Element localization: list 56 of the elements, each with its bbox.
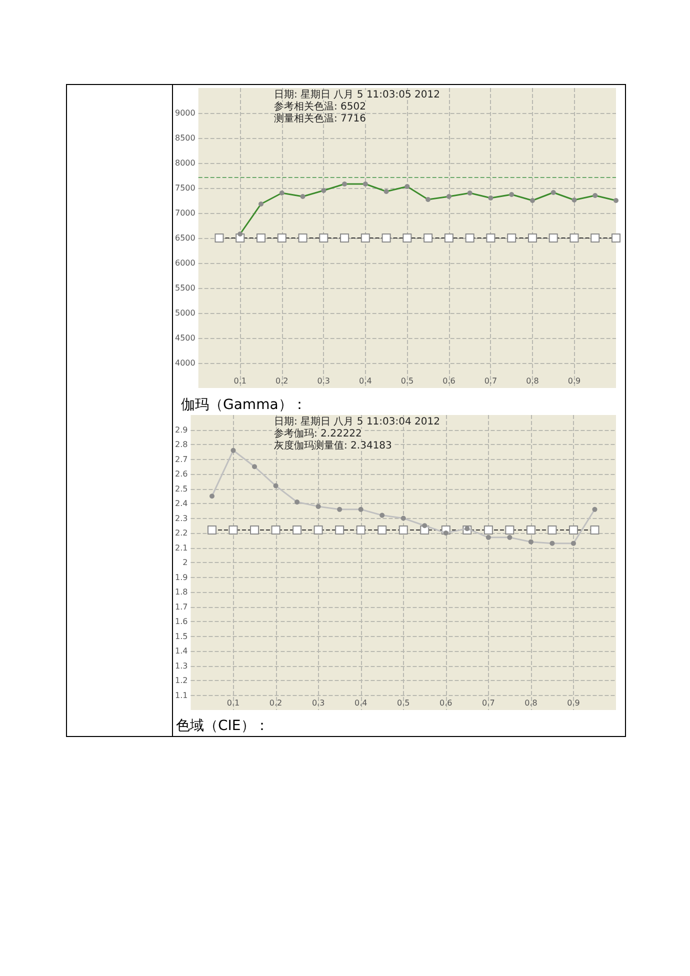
x-tick-label: 0.4 bbox=[359, 376, 372, 386]
x-tick-label: 0.3 bbox=[312, 698, 325, 708]
y-tick-label: 1.7 bbox=[174, 602, 188, 612]
y-tick-label: 6500 bbox=[175, 234, 196, 242]
y-tick-label: 1.6 bbox=[174, 617, 188, 626]
x-tick-label: 0.5 bbox=[400, 376, 414, 386]
x-tick-label: 0.8 bbox=[526, 376, 539, 386]
y-tick-label: 4000 bbox=[175, 358, 196, 368]
y-tick-label: 1.5 bbox=[174, 632, 188, 641]
annotation: 灰度伽玛测量值: 2.34183 bbox=[274, 440, 392, 452]
annotation: 日期: 星期日 八月 5 11:03:05 2012 bbox=[274, 88, 440, 100]
y-tick-label: 2.7 bbox=[174, 454, 188, 464]
y-tick-label: 9000 bbox=[175, 108, 196, 118]
x-tick-label: 0.9 bbox=[568, 376, 581, 386]
y-tick-label: 2.8 bbox=[174, 440, 188, 449]
y-tick-label: 2.9 bbox=[174, 425, 188, 434]
annotation: 参考相关色温: 6502 bbox=[274, 100, 366, 112]
x-tick-label: 0.1 bbox=[226, 698, 240, 708]
y-tick-label: 8000 bbox=[175, 158, 196, 168]
text: 色域（CIE）： bbox=[176, 718, 269, 734]
y-tick-label: 5500 bbox=[175, 284, 196, 292]
x-tick-label: 0.2 bbox=[269, 698, 282, 708]
annotation: 日期: 星期日 八月 5 11:03:04 2012 bbox=[274, 416, 440, 428]
y-tick-label: 4500 bbox=[175, 334, 196, 342]
x-tick-label: 0.6 bbox=[442, 376, 456, 386]
y-tick-label: 8500 bbox=[175, 134, 196, 142]
y-tick-label: 2.4 bbox=[174, 499, 188, 508]
x-tick-label: 0.7 bbox=[484, 376, 498, 386]
y-tick-label: 1.1 bbox=[174, 690, 188, 700]
x-tick-label: 0.9 bbox=[567, 698, 580, 708]
x-tick-label: 0.6 bbox=[440, 698, 452, 708]
y-tick-label: 6000 bbox=[175, 258, 196, 268]
y-tick-label: 1.3 bbox=[174, 661, 188, 670]
x-tick-label: 0.1 bbox=[234, 376, 246, 386]
annotation: 参考伽玛: 2.22222 bbox=[274, 428, 362, 440]
y-tick-label: 2.2 bbox=[174, 528, 188, 538]
x-tick-label: 0.2 bbox=[276, 376, 288, 386]
x-tick-label: 0.7 bbox=[482, 698, 495, 708]
x-tick-label: 0.3 bbox=[317, 376, 330, 386]
y-tick-label: 2.5 bbox=[174, 484, 188, 494]
y-tick-label: 5000 bbox=[175, 308, 196, 318]
annotation: 测量相关色温: 7716 bbox=[274, 112, 366, 124]
x-tick-label: 0.5 bbox=[396, 698, 410, 708]
y-tick-label: 7000 bbox=[175, 208, 196, 218]
y-tick-label: 2.6 bbox=[174, 470, 188, 478]
y-tick-label: 7500 bbox=[175, 184, 196, 192]
chart-title: 伽玛（Gamma）： bbox=[181, 397, 306, 413]
y-tick-label: 2.1 bbox=[174, 543, 188, 552]
y-tick-label: 2 bbox=[182, 558, 188, 567]
x-tick-label: 0.4 bbox=[354, 698, 368, 708]
y-tick-label: 1.2 bbox=[174, 676, 188, 685]
y-tick-label: 1.8 bbox=[174, 588, 188, 596]
x-tick-label: 0.8 bbox=[524, 698, 538, 708]
y-tick-label: 2.3 bbox=[174, 514, 188, 523]
y-tick-label: 1.4 bbox=[174, 646, 188, 656]
y-tick-label: 1.9 bbox=[174, 572, 188, 582]
